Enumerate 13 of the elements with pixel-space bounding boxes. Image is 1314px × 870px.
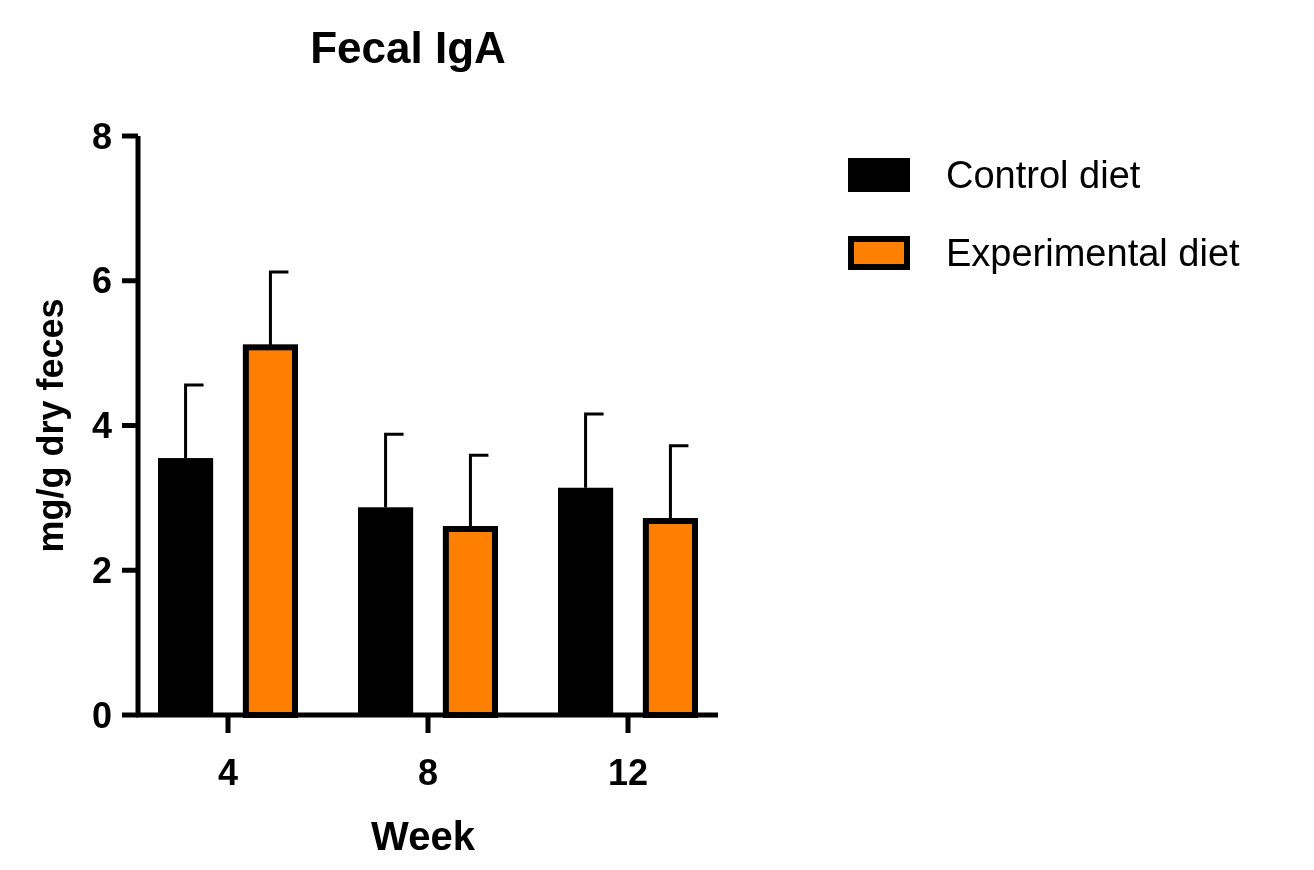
y-tick-label: 6 — [91, 260, 112, 302]
y-tick-label: 0 — [91, 694, 112, 736]
y-tick-label: 2 — [91, 549, 112, 591]
x-axis-title: Week — [371, 814, 476, 858]
y-tick-label: 8 — [91, 115, 112, 157]
legend-label: Experimental diet — [946, 232, 1241, 275]
x-tick-label: 8 — [417, 752, 439, 793]
x-tick-label: 12 — [607, 752, 649, 793]
chart-title: Fecal IgA — [310, 23, 506, 72]
legend-label: Control diet — [946, 154, 1141, 197]
y-axis-title: mg/g dry feces — [30, 298, 71, 553]
y-tick-label: 4 — [91, 405, 112, 447]
x-tick-label: 4 — [217, 752, 239, 793]
